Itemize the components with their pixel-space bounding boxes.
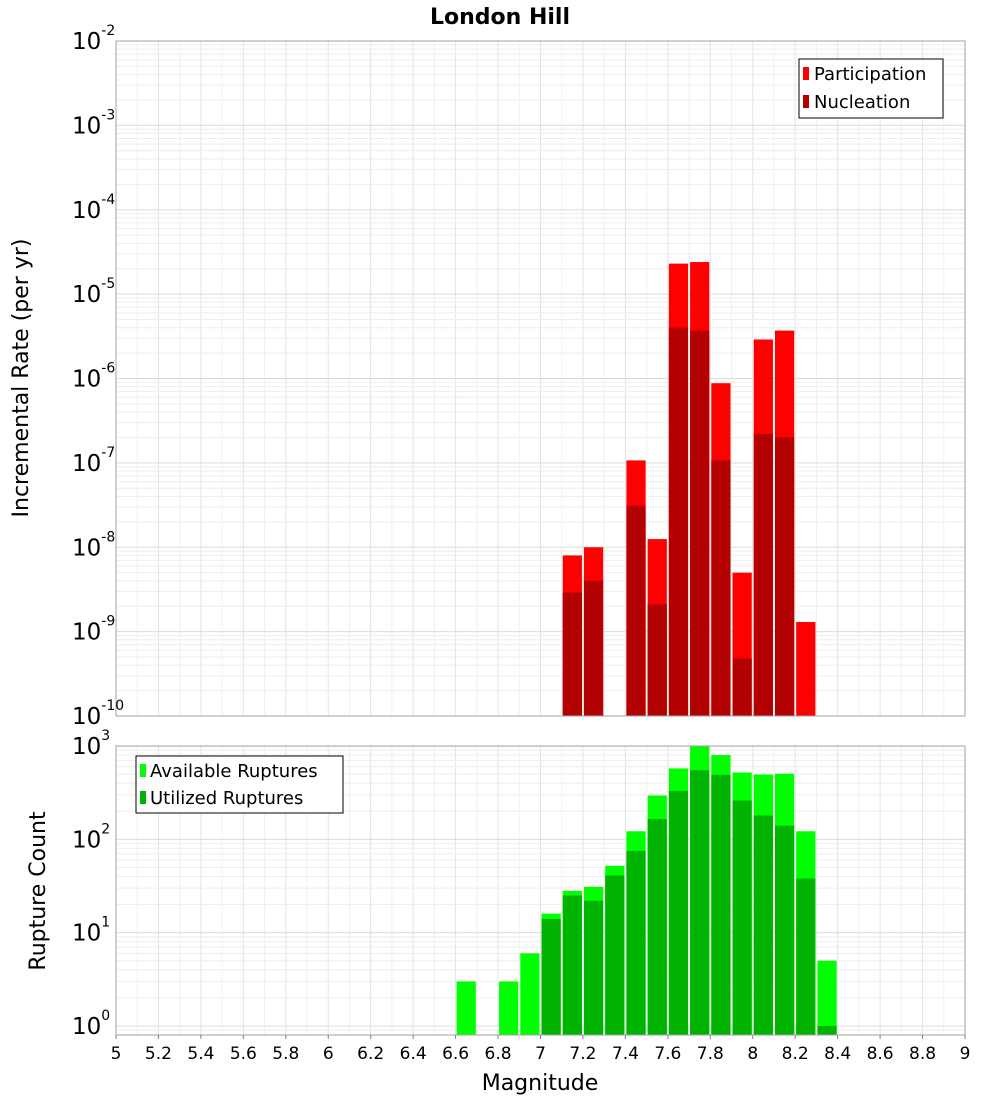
count-plot-y-ticks: 100 101 102 103 [72,728,110,1040]
bar-utilized-ruptures [668,790,689,1035]
bar-utilized-ruptures [690,770,710,1035]
bar-utilized-ruptures [817,1025,837,1035]
bar-available-ruptures [520,953,540,1035]
x-tick-label: 8.4 [824,1044,851,1064]
bar-participation [796,622,816,716]
bar-utilized-ruptures [562,895,582,1035]
bar-nucleation [562,592,582,716]
x-tick-label: 8 [747,1044,758,1064]
legend-label-nucleation: Nucleation [814,92,910,113]
legend-label-available: Available Ruptures [150,761,318,782]
bar-utilized-ruptures [753,815,773,1035]
x-axis-label: Magnitude [482,1071,599,1096]
bar-nucleation [626,505,646,716]
y-tick-label: 10-8 [72,529,115,561]
bar-utilized-ruptures [605,875,625,1035]
y-tick-label: 100 [72,1008,110,1040]
count-plot: 100 101 102 103 5 5.2 5.4 5.6 5.8 6 6.2 6.4 6.6 6.8 7… [26,728,970,1096]
bar-nucleation [711,460,731,716]
rate-plot-y-axis-label: Incremental Rate (per yr) [9,239,34,518]
bar-utilized-ruptures [774,825,795,1035]
x-tick-label: 8.6 [867,1044,894,1064]
x-tick-label: 7.2 [569,1044,596,1064]
rate-plot-y-ticks: 10-10 10-9 10-8 10-7 10-6 10-5 10-4 10-3 10-2 [72,23,124,730]
x-tick-label: 6.2 [357,1044,384,1064]
y-tick-label: 10-4 [72,192,115,224]
bar-utilized-ruptures [541,919,561,1035]
rate-plot-bars [562,262,816,716]
legend-swatch-available [140,764,146,777]
y-tick-label: 10-5 [72,276,115,308]
y-tick-label: 103 [72,728,110,760]
x-tick-label: 6.4 [400,1044,427,1064]
x-tick-label: 5.6 [230,1044,257,1064]
x-tick-label: 5.4 [187,1044,214,1064]
y-tick-label: 10-6 [72,361,115,393]
chart-title: London Hill [430,5,570,30]
legend-label-participation: Participation [814,64,926,85]
y-tick-label: 10-7 [72,445,115,477]
x-tick-label: 7 [535,1044,546,1064]
bar-nucleation [583,580,604,716]
x-tick-label: 6 [323,1044,334,1064]
x-tick-label: 7.6 [654,1044,681,1064]
y-tick-label: 10-2 [72,23,115,55]
rate-plot-legend: Participation Nucleation [798,58,944,119]
bar-available-ruptures [817,960,837,1035]
y-tick-label: 101 [72,915,110,947]
x-tick-label: 6.6 [442,1044,469,1064]
count-plot-legend: Available Ruptures Utilized Ruptures [135,755,344,814]
bar-utilized-ruptures [711,774,731,1035]
bar-utilized-ruptures [626,850,646,1035]
x-tick-label: 8.2 [782,1044,809,1064]
bar-utilized-ruptures [796,878,816,1035]
count-plot-y-axis-label: Rupture Count [26,811,51,971]
y-tick-label: 10-10 [72,698,124,730]
x-tick-label: 5.8 [272,1044,299,1064]
bar-available-ruptures [456,981,476,1035]
x-tick-label: 8.8 [909,1044,936,1064]
bar-utilized-ruptures [647,819,667,1035]
rate-plot: 10-10 10-9 10-8 10-7 10-6 10-5 10-4 10-3 10-2 In… [9,23,966,730]
y-tick-label: 102 [72,821,110,853]
x-tick-label: 7.4 [612,1044,639,1064]
count-plot-bars [456,746,837,1035]
bar-available-ruptures [499,981,519,1035]
legend-swatch-utilized [140,791,146,804]
bar-utilized-ruptures [732,800,752,1035]
bar-utilized-ruptures [583,900,604,1035]
bar-nucleation [668,327,689,716]
count-plot-x-ticks: 5 5.2 5.4 5.6 5.8 6 6.2 6.4 6.6 6.8 7 7.2 7.4 7.6 7.8 8… [111,1035,971,1064]
x-tick-label: 5.2 [145,1044,172,1064]
x-tick-label: 5 [111,1044,122,1064]
bar-nucleation [774,437,795,716]
bar-nucleation [690,330,710,716]
y-tick-label: 10-3 [72,107,115,139]
y-tick-label: 10-9 [72,614,115,646]
bar-nucleation [732,658,752,716]
legend-label-utilized: Utilized Ruptures [150,788,303,809]
x-tick-label: 6.8 [485,1044,512,1064]
bar-nucleation [753,433,773,716]
legend-swatch-participation [803,67,809,80]
bar-nucleation [647,604,667,716]
x-tick-label: 7.8 [697,1044,724,1064]
x-tick-label: 9 [960,1044,971,1064]
rate-plot-grid [115,40,966,717]
legend-swatch-nucleation [803,95,809,108]
